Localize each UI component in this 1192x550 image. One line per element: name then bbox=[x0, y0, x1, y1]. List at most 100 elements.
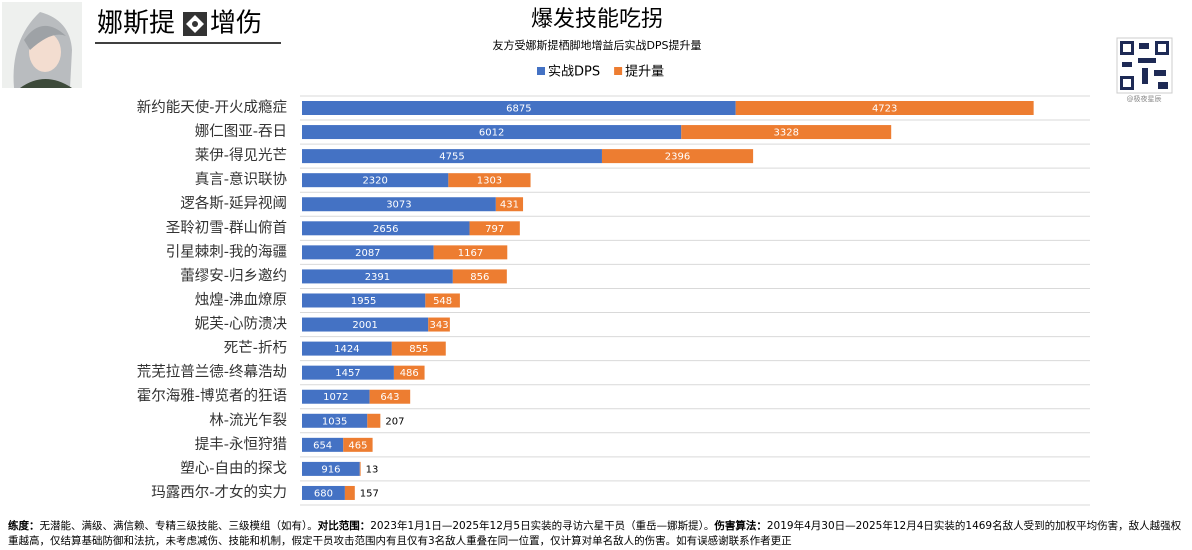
value-label: 654 bbox=[313, 440, 332, 451]
category-label: 莱伊-得见光芒 bbox=[195, 147, 287, 164]
category-label: 烛煌-沸血燎原 bbox=[195, 291, 287, 308]
bar-segment bbox=[452, 269, 507, 284]
bar-segment bbox=[391, 341, 446, 356]
value-label: 3073 bbox=[386, 200, 411, 211]
notes: 练度：无潜能、满级、满信赖、专精三级技能、三级模组（如有）。对比范围：2023年… bbox=[8, 519, 1184, 549]
bar-segment bbox=[302, 125, 682, 140]
bar-segment bbox=[302, 485, 345, 500]
bar-segment bbox=[302, 173, 449, 188]
category-label: 引星棘刺-我的海疆 bbox=[166, 243, 287, 260]
value-label: 207 bbox=[385, 416, 404, 427]
bar-segment bbox=[433, 245, 508, 260]
value-label: 797 bbox=[485, 224, 504, 235]
value-label: 2001 bbox=[352, 320, 377, 331]
category-label: 圣聆初雪-群山俯首 bbox=[166, 219, 287, 236]
bar-segment bbox=[302, 293, 426, 308]
value-label: 1424 bbox=[334, 344, 359, 355]
value-label: 1457 bbox=[335, 368, 360, 379]
bar-segment bbox=[495, 197, 524, 212]
bar-segment bbox=[302, 197, 496, 212]
legend-swatch bbox=[614, 67, 623, 75]
bar-segment bbox=[302, 149, 602, 164]
bar-segment bbox=[302, 245, 434, 260]
category-label: 死芒-折朽 bbox=[224, 340, 287, 357]
legend-label: 提升量 bbox=[625, 64, 664, 80]
bar-segment bbox=[302, 413, 368, 428]
note-text: 无潜能、满级、满信赖、专精三级技能、三级模组（如有）。 bbox=[39, 520, 318, 532]
value-label: 3328 bbox=[774, 128, 799, 139]
category-label: 林-流光乍裂 bbox=[209, 412, 287, 429]
value-label: 6875 bbox=[506, 104, 531, 115]
bar-segment bbox=[302, 389, 370, 404]
bar-segment bbox=[302, 341, 392, 356]
category-label: 新约能天使-开火成瘾症 bbox=[137, 99, 287, 116]
value-label: 855 bbox=[409, 344, 428, 355]
value-label: 6012 bbox=[479, 128, 504, 139]
header-tag: 增伤 bbox=[210, 9, 262, 39]
value-label: 13 bbox=[366, 464, 379, 475]
avatar bbox=[2, 2, 82, 88]
header-name: 娜斯提 bbox=[97, 9, 175, 39]
bar-segment bbox=[343, 437, 373, 452]
value-label: 1035 bbox=[322, 416, 347, 427]
chart: 娜斯提 增伤 爆发技能吃拐 友方受娜斯提栖脚地增益后实战DPS提升量 @极夜星辰… bbox=[2, 2, 1173, 506]
bar-segment bbox=[425, 293, 460, 308]
bar-segment bbox=[393, 365, 425, 380]
category-label: 荒芜拉普兰德-终幕浩劫 bbox=[137, 364, 287, 381]
bar-segment bbox=[681, 125, 892, 140]
bar-segment bbox=[302, 221, 470, 236]
value-label: 680 bbox=[314, 488, 333, 499]
bar-segment bbox=[367, 413, 381, 428]
watermark: @极夜星辰 bbox=[1127, 94, 1162, 103]
category-label: 蕾缪安-归乡邀约 bbox=[180, 267, 287, 284]
bar-segment bbox=[735, 101, 1034, 115]
category-label: 霍尔海雅-博览者的狂语 bbox=[137, 388, 287, 405]
bar-segment bbox=[302, 461, 360, 476]
value-label: 4723 bbox=[872, 104, 897, 115]
header-icon bbox=[183, 12, 207, 36]
category-label: 逻各斯-延异视阈 bbox=[180, 195, 287, 212]
value-label: 916 bbox=[321, 464, 340, 475]
bar-segment bbox=[369, 389, 411, 404]
value-label: 1072 bbox=[323, 392, 348, 403]
note-label: 练度： bbox=[8, 520, 40, 532]
value-label: 856 bbox=[470, 272, 489, 283]
value-label: 1303 bbox=[477, 176, 502, 187]
value-label: 4755 bbox=[439, 152, 464, 163]
value-label: 643 bbox=[380, 392, 399, 403]
value-label: 2320 bbox=[362, 176, 387, 187]
legend-swatch bbox=[537, 67, 545, 75]
chart-subtitle: 友方受娜斯提栖脚地增益后实战DPS提升量 bbox=[492, 38, 701, 52]
note-label: 伤害算法： bbox=[714, 520, 767, 532]
bar-segment bbox=[302, 101, 736, 115]
category-label: 妮芙-心防溃决 bbox=[195, 316, 288, 333]
bar-segment bbox=[428, 317, 450, 332]
category-label: 娜仁图亚-吞日 bbox=[195, 123, 287, 140]
note-text: 2019年4月30日—2025年12月4日实装的1469名敌人受到的加权平均伤害… bbox=[8, 520, 1182, 547]
note-text: 2023年1月1日—2025年12月5日实装的寻访六星干员（重岳—娜斯提）。 bbox=[370, 520, 715, 532]
category-label: 塑心-自由的探戈 bbox=[180, 460, 287, 477]
qr-code bbox=[1116, 37, 1173, 94]
category-label: 提丰-永恒狩猎 bbox=[195, 436, 287, 453]
value-label: 157 bbox=[360, 488, 379, 499]
category-label: 真言-意识联协 bbox=[195, 170, 288, 188]
value-label: 343 bbox=[430, 320, 449, 331]
bar-segment bbox=[302, 317, 429, 332]
chart-title: 爆发技能吃拐 bbox=[531, 7, 663, 32]
value-label: 431 bbox=[500, 200, 519, 211]
value-label: 1955 bbox=[351, 296, 376, 307]
bar-segment bbox=[601, 149, 754, 164]
bar-segment bbox=[359, 461, 361, 476]
bar-segment bbox=[302, 365, 394, 380]
bar-segment bbox=[469, 221, 520, 236]
category-label: 玛露西尔-才女的实力 bbox=[151, 483, 287, 501]
value-label: 2087 bbox=[355, 248, 380, 259]
value-label: 1167 bbox=[458, 248, 483, 259]
value-label: 548 bbox=[433, 296, 452, 307]
bar-segment bbox=[302, 269, 453, 284]
bar-segment bbox=[448, 173, 531, 188]
legend-label: 实战DPS bbox=[548, 65, 600, 80]
value-label: 2656 bbox=[373, 224, 398, 235]
value-label: 2396 bbox=[665, 152, 690, 163]
